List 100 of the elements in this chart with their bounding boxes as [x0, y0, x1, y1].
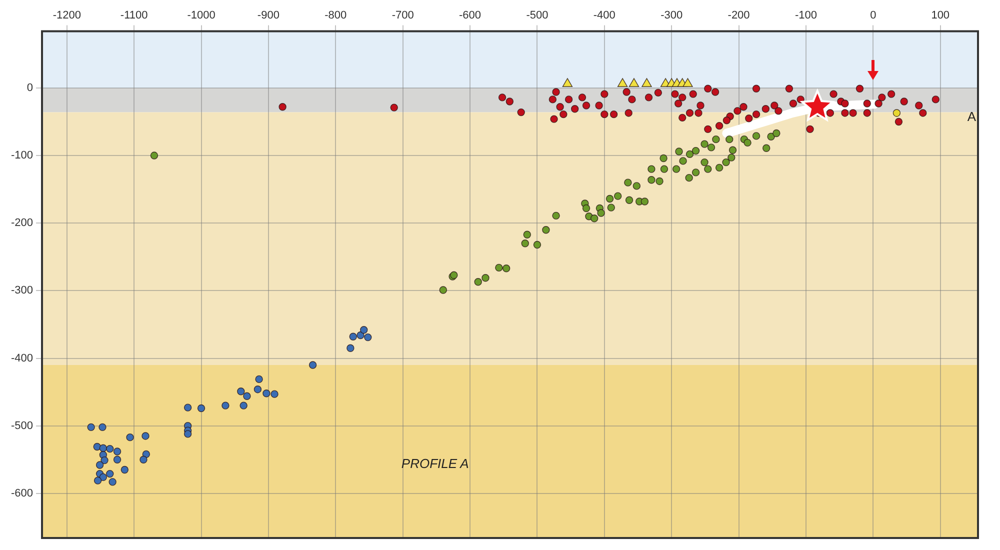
point [628, 78, 640, 88]
point [106, 470, 114, 478]
x-tick-label: 0 [870, 10, 876, 22]
point [94, 476, 102, 484]
point [752, 132, 760, 140]
point [140, 456, 148, 464]
y-tick-label: 0 [26, 82, 34, 94]
annotation: PROFILE A [401, 456, 469, 472]
point [892, 109, 901, 117]
y-tick-label: -500 [10, 420, 34, 432]
point [521, 240, 529, 248]
y-tick-label: -200 [10, 217, 34, 230]
y-tick-label: -300 [10, 284, 34, 297]
point [728, 146, 737, 154]
point [704, 165, 712, 173]
point [237, 388, 245, 396]
point [482, 274, 490, 282]
point [648, 176, 656, 184]
x-tick-label: -700 [392, 10, 414, 22]
point [87, 423, 95, 432]
x-tick-label: -500 [526, 10, 548, 22]
point [686, 150, 694, 158]
point [722, 158, 730, 166]
x-tick-label: -800 [324, 10, 347, 22]
point [801, 90, 834, 121]
point [642, 78, 652, 88]
point [685, 174, 693, 182]
point [349, 332, 357, 340]
point [262, 390, 270, 398]
point [502, 264, 510, 272]
point [364, 333, 372, 342]
point [474, 278, 482, 286]
point [772, 129, 780, 138]
point [715, 164, 724, 172]
point [625, 196, 634, 204]
x-tick-label: -300 [660, 10, 683, 22]
point [243, 392, 251, 400]
annotation: A [967, 108, 976, 124]
point [356, 331, 364, 340]
x-tick-label: -100 [794, 10, 818, 22]
point [184, 404, 192, 412]
point [98, 423, 106, 432]
point [99, 473, 108, 482]
point [495, 264, 503, 272]
y-tick-label: -400 [10, 352, 34, 364]
point [270, 390, 278, 398]
point [113, 456, 122, 464]
point [222, 402, 230, 410]
point [675, 148, 683, 156]
point [590, 214, 598, 222]
point [614, 192, 622, 200]
point [712, 135, 720, 144]
point [562, 78, 573, 88]
point [255, 375, 263, 384]
point [120, 466, 129, 474]
point [648, 165, 656, 173]
point [632, 182, 641, 190]
point [672, 165, 680, 173]
point [533, 240, 542, 249]
point [197, 404, 206, 412]
point [108, 478, 116, 486]
point [346, 344, 354, 352]
point [682, 78, 693, 88]
point [607, 204, 615, 212]
point [523, 230, 531, 238]
point [113, 448, 122, 456]
point [767, 132, 775, 140]
x-tick-label: 100 [931, 10, 950, 22]
point [617, 78, 628, 88]
point [96, 461, 104, 469]
point [582, 204, 590, 212]
point [624, 178, 632, 186]
point [700, 158, 708, 166]
point [150, 152, 158, 160]
x-tick-label: -1000 [187, 10, 216, 22]
point [660, 154, 668, 162]
point [656, 177, 664, 186]
y-tick-label: -100 [10, 150, 34, 162]
point [126, 433, 134, 442]
point [308, 361, 317, 369]
point [360, 326, 368, 334]
x-tick-label: -1200 [52, 10, 81, 22]
point [692, 146, 700, 155]
x-tick-label: -1100 [120, 10, 148, 22]
point [728, 154, 736, 162]
x-tick-label: -900 [257, 10, 280, 22]
y-tick-label: -600 [10, 487, 34, 500]
point [142, 432, 150, 440]
point [692, 168, 700, 176]
point [640, 198, 649, 206]
point [184, 430, 192, 438]
x-tick-label: -400 [593, 10, 616, 22]
point [100, 456, 108, 464]
point [106, 444, 114, 453]
point [762, 144, 770, 152]
point [726, 135, 734, 144]
point [707, 144, 716, 152]
point [552, 212, 560, 220]
point [254, 385, 262, 394]
point [606, 194, 614, 203]
